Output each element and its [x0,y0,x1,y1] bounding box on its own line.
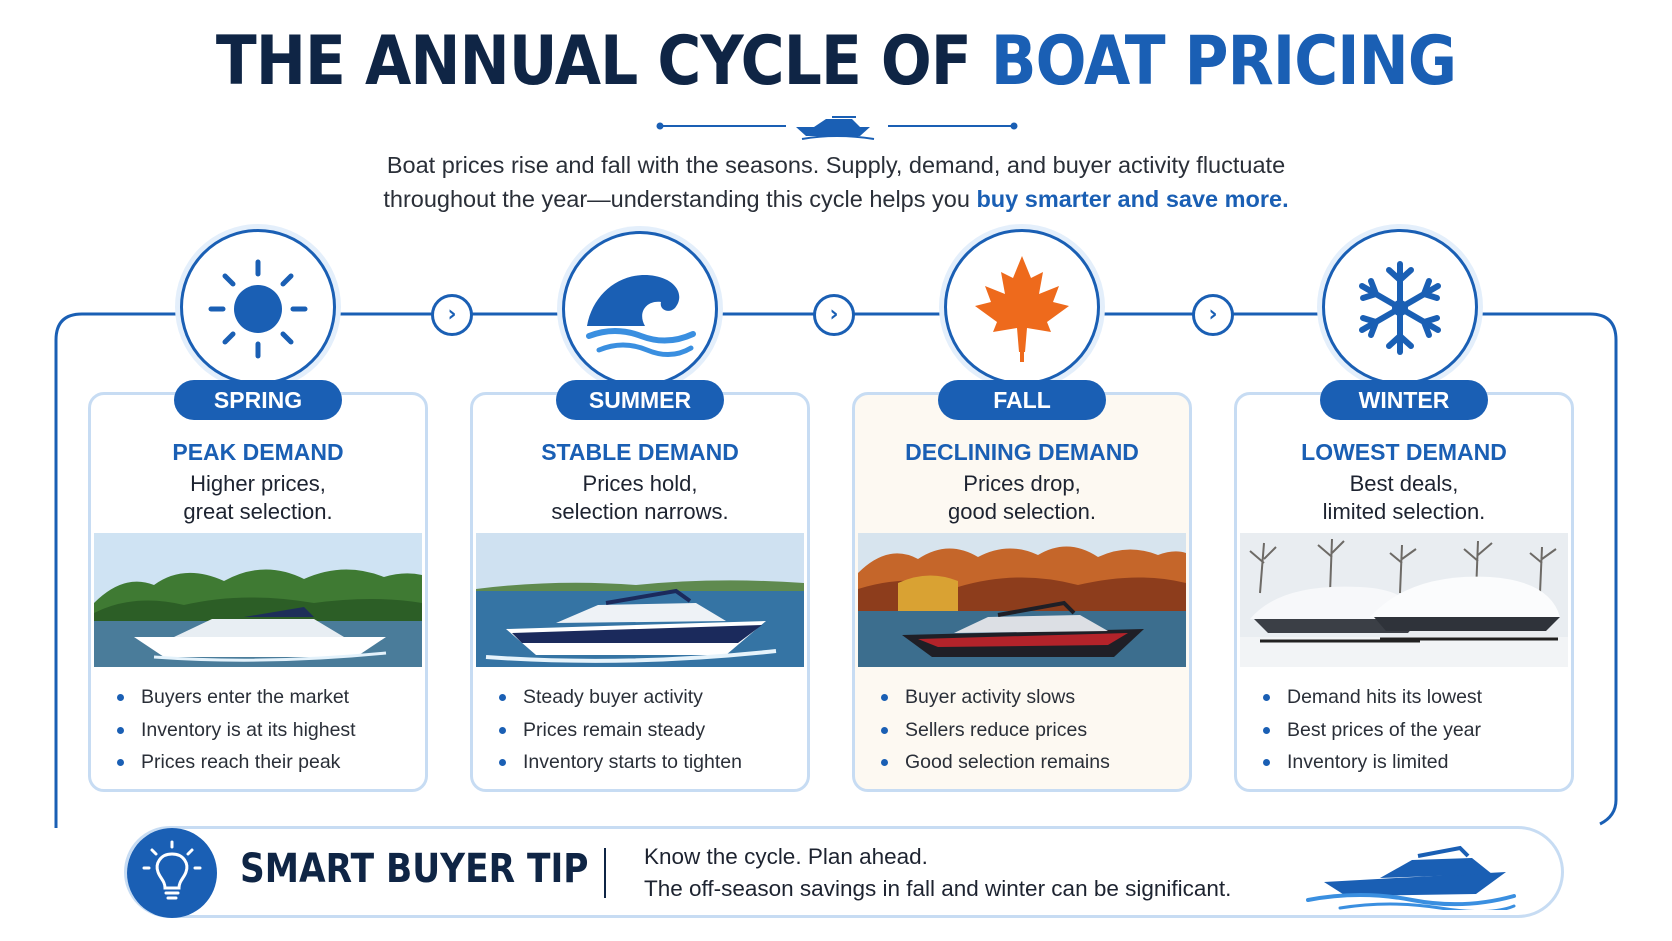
list-item: Buyers enter the market [115,681,356,714]
lightbulb-icon [127,828,217,918]
list-item: Prices remain steady [497,714,742,747]
card-heading: DECLINING DEMAND [905,439,1139,465]
season-label-spring: SPRING [174,380,342,420]
list-item: Demand hits its lowest [1261,681,1482,714]
title-divider-boat-icon [656,116,1018,140]
spring-icon-circle [180,229,336,385]
tip-divider [604,848,606,898]
winter-icon-circle [1322,229,1478,385]
snowflake-icon [1359,261,1441,355]
next-arrow-button-3[interactable]: › [1192,294,1234,336]
card-heading: STABLE DEMAND [541,439,739,465]
season-label-summer: SUMMER [556,380,724,420]
title-main: THE ANNUAL CYCLE OF [215,22,991,101]
spring-bullet-list: Buyers enter the market Inventory is at … [115,681,356,779]
season-label-fall: FALL [938,380,1106,420]
tip-line-1: Know the cycle. Plan ahead. [644,844,928,869]
card-line-1: Best deals, [1349,471,1459,496]
intro-line-2-text: throughout the year—understanding this c… [383,186,977,212]
summer-bullet-list: Steady buyer activity Prices remain stea… [497,681,742,779]
intro-line-2: throughout the year—understanding this c… [236,182,1436,216]
card-line-2: selection narrows. [551,499,729,524]
list-item: Inventory starts to tighten [497,746,742,779]
card-line-1: Higher prices, [190,471,326,496]
title-accent: BOAT PRICING [990,22,1457,101]
intro-text: Boat prices rise and fall with the seaso… [236,148,1436,216]
smart-buyer-tip-bar [124,826,1564,918]
fall-icon-circle [944,229,1100,385]
tip-title: SMART BUYER TIP [240,846,589,892]
fall-bullet-list: Buyer activity slows Sellers reduce pric… [879,681,1110,779]
season-label-winter: WINTER [1320,380,1488,420]
card-line-2: good selection. [948,499,1096,524]
summer-icon-circle [562,231,718,387]
sun-icon [208,259,308,359]
white-boat-on-lake-photo [94,533,422,667]
season-card-winter: LOWEST DEMAND Best deals, limited select… [1234,392,1574,792]
next-arrow-button-2[interactable]: › [813,294,855,336]
card-heading: PEAK DEMAND [172,439,344,465]
dark-boat-autumn-photo [858,533,1186,667]
list-item: Prices reach their peak [115,746,356,779]
card-line-2: great selection. [183,499,333,524]
maple-leaf-icon [975,256,1069,362]
list-item: Good selection remains [879,746,1110,779]
list-item: Best prices of the year [1261,714,1482,747]
season-card-summer: STABLE DEMAND Prices hold, selection nar… [470,392,810,792]
season-card-spring: PEAK DEMAND Higher prices, great selecti… [88,392,428,792]
card-line-2: limited selection. [1322,499,1486,524]
list-item: Buyer activity slows [879,681,1110,714]
navy-boat-cruising-photo [476,533,804,667]
intro-line-1: Boat prices rise and fall with the seaso… [386,152,1286,178]
tip-line-2: The off-season savings in fall and winte… [644,876,1232,901]
winter-bullet-list: Demand hits its lowest Best prices of th… [1261,681,1482,779]
speedboat-icon [1306,845,1516,910]
list-item: Inventory is at its highest [115,714,356,747]
card-heading: LOWEST DEMAND [1301,439,1507,465]
list-item: Steady buyer activity [497,681,742,714]
season-card-fall: DECLINING DEMAND Prices drop, good selec… [852,392,1192,792]
covered-boats-snow-photo [1240,533,1568,667]
intro-highlight: buy smarter and save more. [976,186,1289,212]
card-line-1: Prices drop, [963,471,1081,496]
card-line-1: Prices hold, [582,471,698,496]
list-item: Sellers reduce prices [879,714,1110,747]
next-arrow-button-1[interactable]: › [431,294,473,336]
page-title: THE ANNUAL CYCLE OF BOAT PRICING [100,22,1571,101]
wave-icon [586,275,696,357]
list-item: Inventory is limited [1261,746,1482,779]
